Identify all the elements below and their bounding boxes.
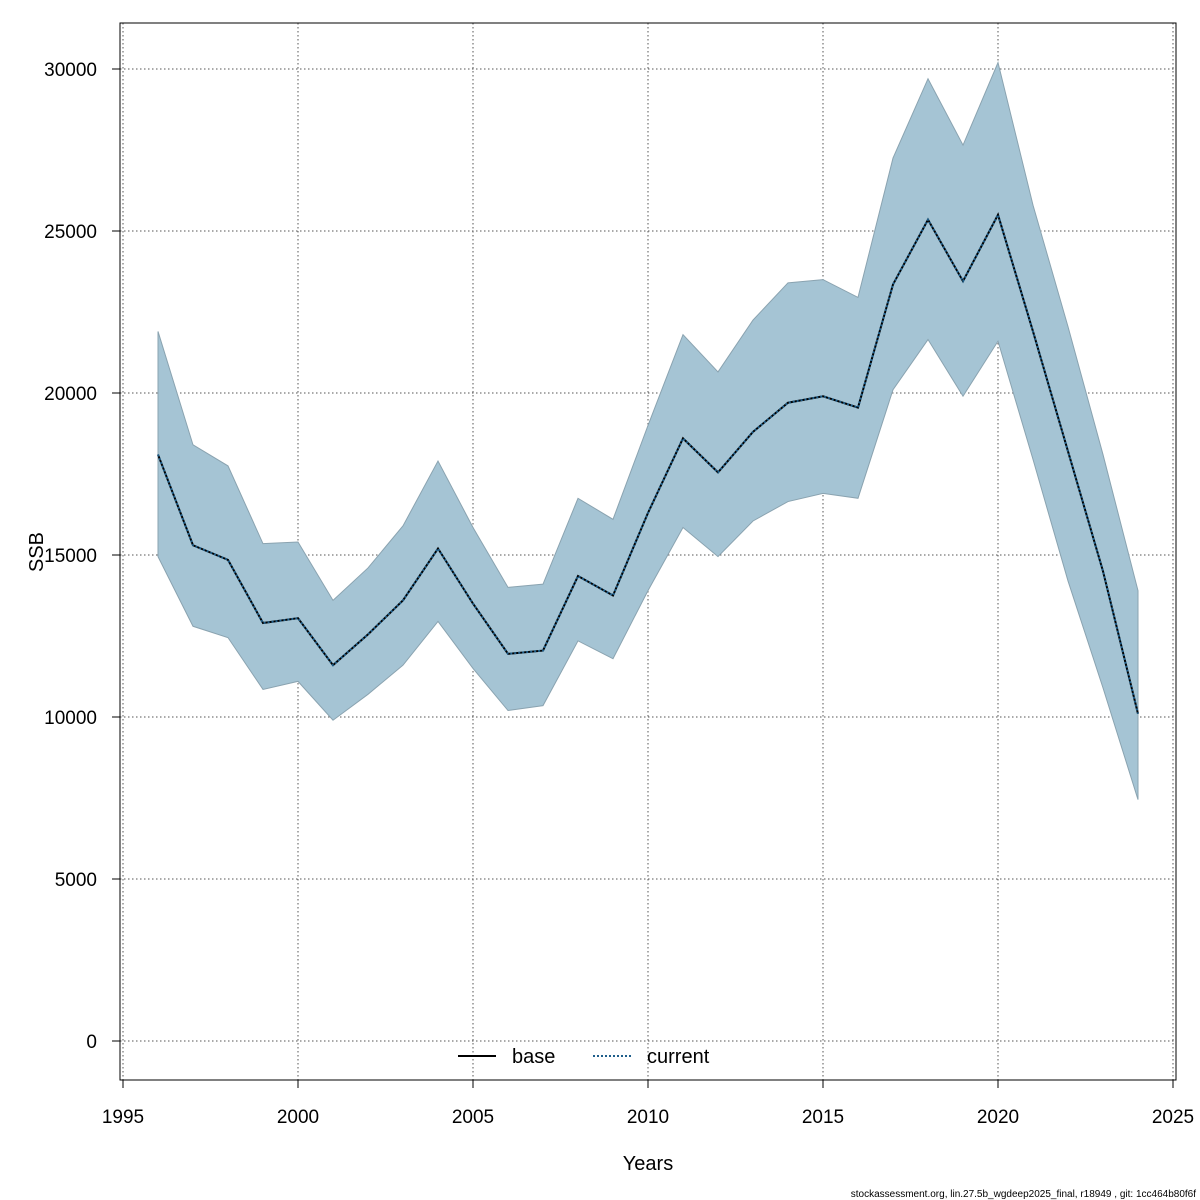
x-tick-label: 2000	[277, 1107, 319, 1128]
x-axis: 1995 2000 2005 2010 2015 2020 2025	[102, 1079, 1194, 1128]
x-axis-title: Years	[623, 1153, 673, 1175]
footer-note: stockassessment.org, lin.27.5b_wgdeep202…	[851, 1189, 1196, 1200]
x-tick-label: 2005	[452, 1107, 494, 1128]
y-tick-label: 25000	[44, 222, 97, 243]
y-tick-label: 5000	[55, 870, 97, 891]
legend-label-base: base	[512, 1046, 555, 1068]
y-axis: 0 5000 10000 15000 20000 25000 30000	[44, 60, 121, 1053]
y-tick-label: 0	[86, 1032, 97, 1053]
y-tick-label: 15000	[44, 546, 97, 567]
series-lines	[157, 212, 1139, 714]
y-tick-label: 10000	[44, 708, 97, 729]
x-tick-label: 2015	[802, 1107, 844, 1128]
x-tick-label: 2010	[627, 1107, 669, 1128]
series-line-current	[157, 212, 1139, 714]
x-tick-label: 2020	[977, 1107, 1019, 1128]
confidence-band	[157, 60, 1139, 800]
legend-label-current: current	[647, 1046, 710, 1068]
legend: base current	[458, 1046, 710, 1068]
ci-band	[157, 60, 1139, 800]
x-tick-label: 2025	[1152, 1107, 1194, 1128]
y-tick-label: 30000	[44, 60, 97, 81]
y-tick-label: 20000	[44, 384, 97, 405]
y-axis-title: SSB	[26, 532, 48, 572]
x-tick-label: 1995	[102, 1107, 144, 1128]
